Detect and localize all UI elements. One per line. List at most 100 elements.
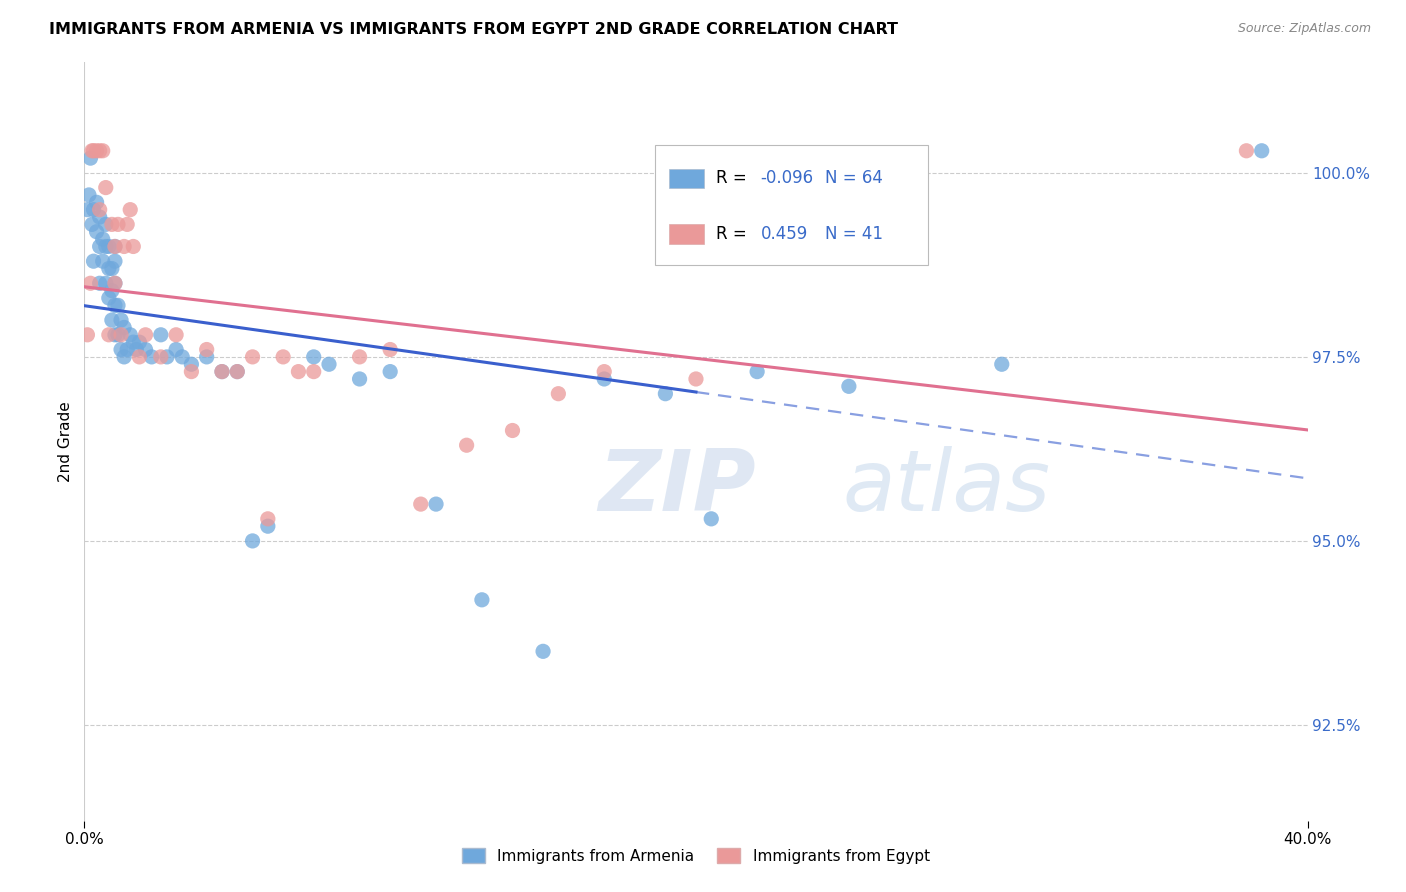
Point	[89, 239, 111, 253]
Point	[287, 365, 309, 379]
Point	[83, 144, 105, 158]
Point	[80, 144, 103, 158]
Point	[195, 343, 218, 357]
Point	[531, 644, 554, 658]
Point	[456, 438, 478, 452]
Point	[180, 357, 202, 371]
Point	[79, 151, 101, 165]
Point	[349, 372, 371, 386]
Text: R =: R =	[716, 225, 752, 243]
Point	[97, 261, 120, 276]
Point	[120, 327, 142, 342]
Point	[104, 254, 127, 268]
Point	[115, 343, 138, 357]
Point	[593, 372, 616, 386]
Point	[115, 218, 138, 232]
Point	[89, 144, 111, 158]
Point	[149, 327, 172, 342]
Point	[86, 144, 108, 158]
Point	[91, 144, 114, 158]
Point	[211, 365, 233, 379]
Point	[271, 350, 294, 364]
Point	[1236, 144, 1258, 158]
Point	[128, 335, 150, 350]
Point	[97, 239, 120, 253]
Point	[86, 195, 108, 210]
Point	[107, 218, 129, 232]
Point	[91, 254, 114, 268]
Point	[120, 202, 142, 217]
Text: N = 64: N = 64	[825, 169, 883, 187]
Point	[257, 512, 280, 526]
Legend: Immigrants from Armenia, Immigrants from Egypt: Immigrants from Armenia, Immigrants from…	[456, 842, 936, 870]
Point	[226, 365, 249, 379]
Point	[77, 188, 100, 202]
Point	[122, 239, 145, 253]
Point	[104, 277, 127, 291]
Point	[211, 365, 233, 379]
Point	[107, 327, 129, 342]
Point	[318, 357, 340, 371]
Point	[502, 424, 524, 438]
Text: Source: ZipAtlas.com: Source: ZipAtlas.com	[1237, 22, 1371, 36]
Point	[838, 379, 860, 393]
Point	[257, 519, 280, 533]
Point	[747, 365, 769, 379]
Point	[141, 350, 163, 364]
Point	[302, 365, 325, 379]
Point	[91, 232, 114, 246]
Point	[110, 327, 132, 342]
Point	[654, 386, 676, 401]
Text: -0.096: -0.096	[761, 169, 814, 187]
Point	[94, 180, 117, 194]
Point	[86, 225, 108, 239]
Point	[94, 218, 117, 232]
Point	[83, 254, 105, 268]
Point	[101, 218, 124, 232]
Point	[79, 277, 101, 291]
Point	[165, 343, 187, 357]
Point	[101, 261, 124, 276]
Point	[104, 239, 127, 253]
Point	[685, 372, 707, 386]
Point	[76, 327, 98, 342]
Point	[1250, 144, 1272, 158]
Point	[991, 357, 1014, 371]
Point	[226, 365, 249, 379]
Point	[104, 327, 127, 342]
Point	[180, 365, 202, 379]
Point	[380, 365, 402, 379]
Point	[89, 210, 111, 224]
Point	[104, 277, 127, 291]
Point	[94, 277, 117, 291]
Point	[242, 350, 264, 364]
Text: N = 41: N = 41	[825, 225, 883, 243]
Point	[104, 239, 127, 253]
Text: ZIP: ZIP	[598, 445, 756, 529]
Point	[101, 313, 124, 327]
Point	[125, 343, 148, 357]
Point	[195, 350, 218, 364]
Point	[80, 218, 103, 232]
Point	[107, 298, 129, 312]
Point	[135, 343, 157, 357]
Point	[89, 277, 111, 291]
Point	[101, 284, 124, 298]
Point	[110, 343, 132, 357]
Point	[156, 350, 179, 364]
Point	[83, 202, 105, 217]
Point	[700, 512, 723, 526]
Point	[425, 497, 447, 511]
Point	[97, 327, 120, 342]
Point	[112, 320, 135, 334]
Y-axis label: 2nd Grade: 2nd Grade	[58, 401, 73, 482]
Point	[112, 350, 135, 364]
Point	[302, 350, 325, 364]
Text: R =: R =	[716, 169, 752, 187]
Text: IMMIGRANTS FROM ARMENIA VS IMMIGRANTS FROM EGYPT 2ND GRADE CORRELATION CHART: IMMIGRANTS FROM ARMENIA VS IMMIGRANTS FR…	[49, 22, 898, 37]
Point	[97, 291, 120, 305]
Point	[165, 327, 187, 342]
Point	[112, 239, 135, 253]
Point	[94, 239, 117, 253]
Point	[122, 335, 145, 350]
